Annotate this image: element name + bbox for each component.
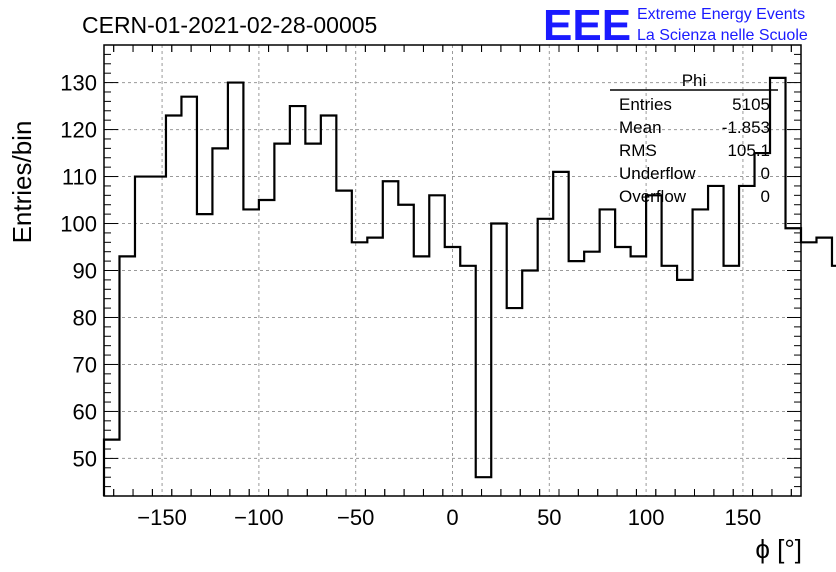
histogram-bin	[693, 209, 708, 496]
histogram-bin	[646, 195, 661, 496]
chart-title: CERN-01-2021-02-28-00005	[82, 12, 377, 38]
x-tick-label: 150	[725, 505, 762, 530]
histogram-bin	[398, 205, 413, 496]
histogram-outline	[102, 76, 836, 496]
histogram-bin	[383, 181, 398, 496]
histogram-bin	[429, 195, 444, 496]
x-axis-ticks: −150 −100 −50 0 50 100 150	[113, 45, 792, 530]
stats-label-mean: Mean	[619, 118, 662, 137]
y-axis-ticks: 50 60 70 80 90 100 110 120 130	[60, 53, 801, 488]
x-tick-label: 0	[446, 505, 458, 530]
histogram-bin	[290, 106, 305, 496]
y-tick-label: 100	[60, 212, 97, 237]
stats-box: Phi Entries 5105 Mean -1.853 RMS 105.1 U…	[610, 71, 778, 206]
histogram-bin	[662, 266, 677, 496]
histogram-bin	[631, 256, 646, 496]
y-tick-label: 130	[60, 71, 97, 96]
x-axis-label: ϕ [°]	[755, 534, 802, 564]
logo-line-1: Extreme Energy Events	[637, 6, 805, 23]
histogram-bin	[197, 214, 212, 496]
histogram-bin	[522, 271, 537, 497]
stats-label-entries: Entries	[619, 95, 672, 114]
y-tick-label: 60	[73, 399, 97, 424]
histogram-bin	[708, 186, 723, 496]
histogram-bin	[150, 177, 165, 496]
histogram-bin	[181, 97, 196, 496]
x-tick-label: 100	[628, 505, 665, 530]
grid-lines	[104, 45, 801, 496]
histogram-bin	[491, 224, 506, 496]
histogram-bin	[460, 266, 475, 496]
histogram-bin	[476, 477, 491, 496]
y-axis-label: Entries/bin	[7, 121, 37, 244]
logo-line-2: La Scienza nelle Scuole	[637, 27, 808, 44]
histogram-bin	[677, 280, 692, 496]
histogram-bin	[135, 177, 150, 496]
histogram-bin	[724, 266, 739, 496]
logo-mark: EEE	[543, 1, 631, 50]
y-tick-label: 90	[73, 259, 97, 284]
y-tick-label: 50	[73, 446, 97, 471]
histogram-bin	[305, 144, 320, 496]
histogram-bin	[553, 172, 568, 496]
histogram-bin	[507, 308, 522, 496]
x-tick-label: 50	[537, 505, 561, 530]
x-tick-label: −150	[137, 505, 187, 530]
stats-value-entries: 5105	[732, 95, 770, 114]
histogram-bin	[801, 242, 816, 496]
x-tick-label: −100	[234, 505, 284, 530]
histogram-bin	[166, 115, 181, 496]
stats-label-overflow: Overflow	[619, 187, 687, 206]
histogram-bin	[816, 238, 831, 496]
stats-value-rms: 105.1	[727, 141, 770, 160]
histogram-bin	[770, 78, 785, 496]
histogram-bin	[119, 256, 134, 496]
y-tick-label: 110	[62, 165, 97, 190]
histogram-bin	[538, 219, 553, 496]
histogram-bin	[243, 209, 258, 496]
histogram-bin	[212, 148, 227, 496]
histogram-bin	[584, 252, 599, 496]
histogram-series	[102, 76, 836, 497]
y-tick-label: 120	[60, 118, 97, 143]
histogram-bin	[321, 115, 336, 496]
stats-value-mean: -1.853	[722, 118, 770, 137]
histogram-bin	[739, 186, 754, 496]
y-tick-label: 70	[73, 352, 97, 377]
stats-title: Phi	[682, 71, 707, 90]
stats-value-overflow: 0	[761, 187, 770, 206]
x-tick-label: −50	[337, 505, 374, 530]
stats-label-underflow: Underflow	[619, 164, 696, 183]
stats-value-underflow: 0	[761, 164, 770, 183]
histogram-bin	[259, 200, 274, 496]
histogram-bin	[569, 261, 584, 496]
histogram-bin	[786, 228, 801, 496]
stats-label-rms: RMS	[619, 141, 657, 160]
histogram-bin	[414, 256, 429, 496]
y-tick-label: 80	[73, 305, 97, 330]
histogram-bin	[228, 83, 243, 496]
histogram-bin	[600, 209, 615, 496]
histogram-bin	[367, 238, 382, 496]
histogram-bin	[832, 266, 836, 496]
histogram-bin	[336, 191, 351, 496]
histogram-bin	[274, 144, 289, 496]
eee-logo: EEE Extreme Energy Events La Scienza nel…	[543, 1, 808, 50]
